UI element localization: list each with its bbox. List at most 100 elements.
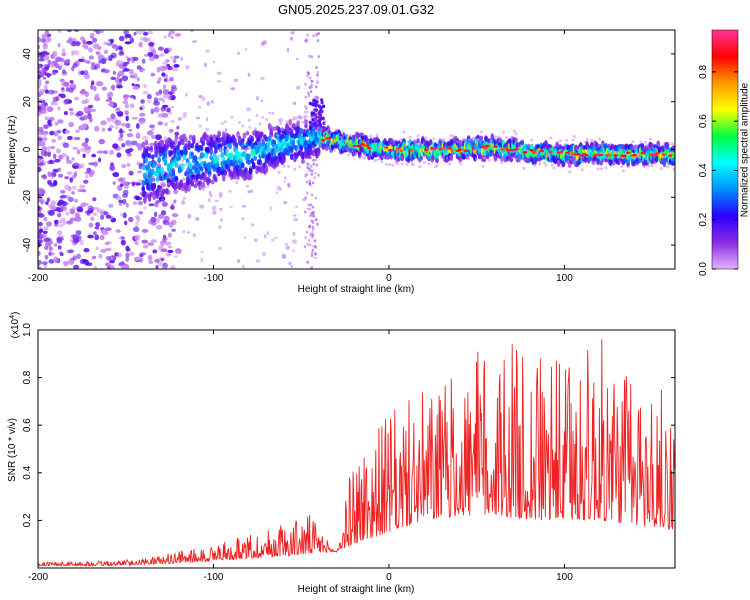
spectrogram-cell: [207, 161, 212, 168]
colorbar-tick-label: 0.0: [698, 262, 709, 276]
spectrogram-cell: [148, 143, 152, 147]
spectrogram-cell: [72, 50, 80, 55]
spectrogram-cell: [43, 175, 48, 179]
spectrogram-cell: [459, 162, 463, 166]
spectrogram-cell: [118, 51, 125, 57]
spectrogram-cell: [288, 118, 293, 126]
spectrogram-cell: [79, 184, 86, 189]
spectrogram-cell: [304, 114, 308, 118]
spectrogram-cell: [135, 30, 143, 35]
spectrogram-cell: [400, 154, 405, 162]
spectrogram-cell: [109, 260, 115, 264]
spectrogram-cell: [170, 205, 175, 210]
spectrogram-cell: [111, 44, 118, 49]
spectrogram-cell: [38, 74, 41, 80]
spectrogram-cell: [135, 196, 140, 201]
spectrogram-cell: [307, 169, 311, 172]
spectrogram-cell: [82, 44, 88, 49]
spectrogram-cell: [388, 148, 393, 152]
spectrogram-cell: [192, 179, 196, 183]
spectrogram-cell: [182, 177, 185, 182]
spectrogram-cell: [385, 162, 388, 166]
spectrogram-cell: [201, 152, 206, 159]
spectrogram-cell: [84, 137, 89, 143]
spectrogram-cell: [485, 144, 490, 148]
spectrogram-cell: [76, 149, 80, 154]
spectrogram-cell: [484, 136, 488, 142]
spectrogram-cell: [38, 259, 42, 265]
spectrogram-cell: [82, 153, 86, 159]
spectrogram-cell: [530, 138, 534, 142]
spectrogram-cell: [249, 165, 253, 169]
spectrogram-cell: [304, 119, 308, 126]
spectrogram-cell: [186, 231, 190, 234]
spectrogram-cell: [280, 140, 285, 148]
spectrogram-cell: [162, 65, 169, 70]
spectrogram-cell: [187, 214, 192, 219]
spectrogram-cell: [637, 157, 641, 164]
spectrogram-cell: [321, 116, 325, 121]
spectrogram-cell: [514, 132, 518, 136]
spectrogram-cell: [287, 165, 291, 168]
spectrogram-cell: [281, 253, 287, 259]
spectrogram-cell: [213, 61, 216, 63]
spectrogram-cell: [310, 85, 313, 89]
spectrogram-cell: [122, 100, 129, 104]
spectrogram-cell: [56, 240, 63, 244]
spectrogram-cell: [182, 230, 186, 234]
spectrogram-cell: [64, 130, 70, 134]
spectrogram-cell: [92, 86, 97, 91]
spectrogram-cell: [97, 52, 102, 57]
spectrogram-cell: [168, 245, 173, 249]
spectrogram-cell: [163, 136, 167, 140]
spectrogram-cell: [254, 238, 258, 242]
spectrogram-cell: [40, 142, 46, 147]
spectrogram-cell: [262, 252, 266, 257]
spectrogram-cell: [241, 205, 247, 208]
spectrogram-cell: [104, 227, 112, 232]
spectrogram-cell: [304, 196, 307, 200]
spectrogram-cell: [155, 265, 159, 269]
y-tick-label: 20: [22, 96, 33, 108]
spectrogram-cell: [72, 146, 79, 150]
spectrogram-cell: [604, 166, 608, 170]
spectrogram-cell: [93, 265, 97, 269]
spectrogram-cell: [57, 106, 61, 111]
spectrogram-cell: [165, 156, 169, 160]
spectrogram-cell: [192, 174, 196, 179]
spectrogram-cell: [538, 162, 542, 166]
spectrogram-cell: [160, 181, 166, 186]
spectrogram-cell: [316, 73, 319, 77]
spectrogram-cell: [171, 213, 179, 218]
spectrogram-cell: [305, 191, 309, 195]
spectrogram-cell: [40, 151, 45, 157]
spectrogram-cell: [120, 123, 128, 127]
spectrogram-cell: [151, 154, 155, 160]
spectrogram-cell: [672, 157, 675, 163]
spectrogram-cell: [88, 55, 95, 60]
spectrogram-cell: [544, 140, 548, 148]
spectrogram-cell: [558, 151, 564, 154]
spectrogram-cell: [163, 35, 168, 39]
spectrogram-cell: [67, 38, 73, 44]
spectrogram-cell: [241, 138, 245, 143]
spectrogram-cell: [304, 39, 308, 43]
spectrogram-cell: [283, 180, 286, 183]
spectrogram-cell: [290, 265, 294, 268]
spectrogram-cell: [504, 147, 509, 150]
spectrogram-cell: [317, 55, 320, 59]
spectrogram-cell: [665, 142, 670, 148]
spectrogram-cell: [92, 255, 97, 260]
spectrogram-cell: [200, 257, 203, 263]
spectrogram-cell: [360, 143, 366, 146]
y-tick-label: 40: [22, 48, 33, 60]
spectrogram-cell: [151, 168, 155, 174]
spectrogram-cell: [88, 47, 93, 53]
spectrogram-cell: [219, 148, 223, 152]
spectrogram-cell: [153, 100, 160, 106]
spectrogram-cell: [216, 71, 222, 75]
spectrogram-cell: [59, 252, 64, 257]
spectrogram-cell: [133, 226, 140, 233]
spectrogram-cell: [262, 40, 267, 45]
spectrogram-cell: [402, 130, 406, 134]
